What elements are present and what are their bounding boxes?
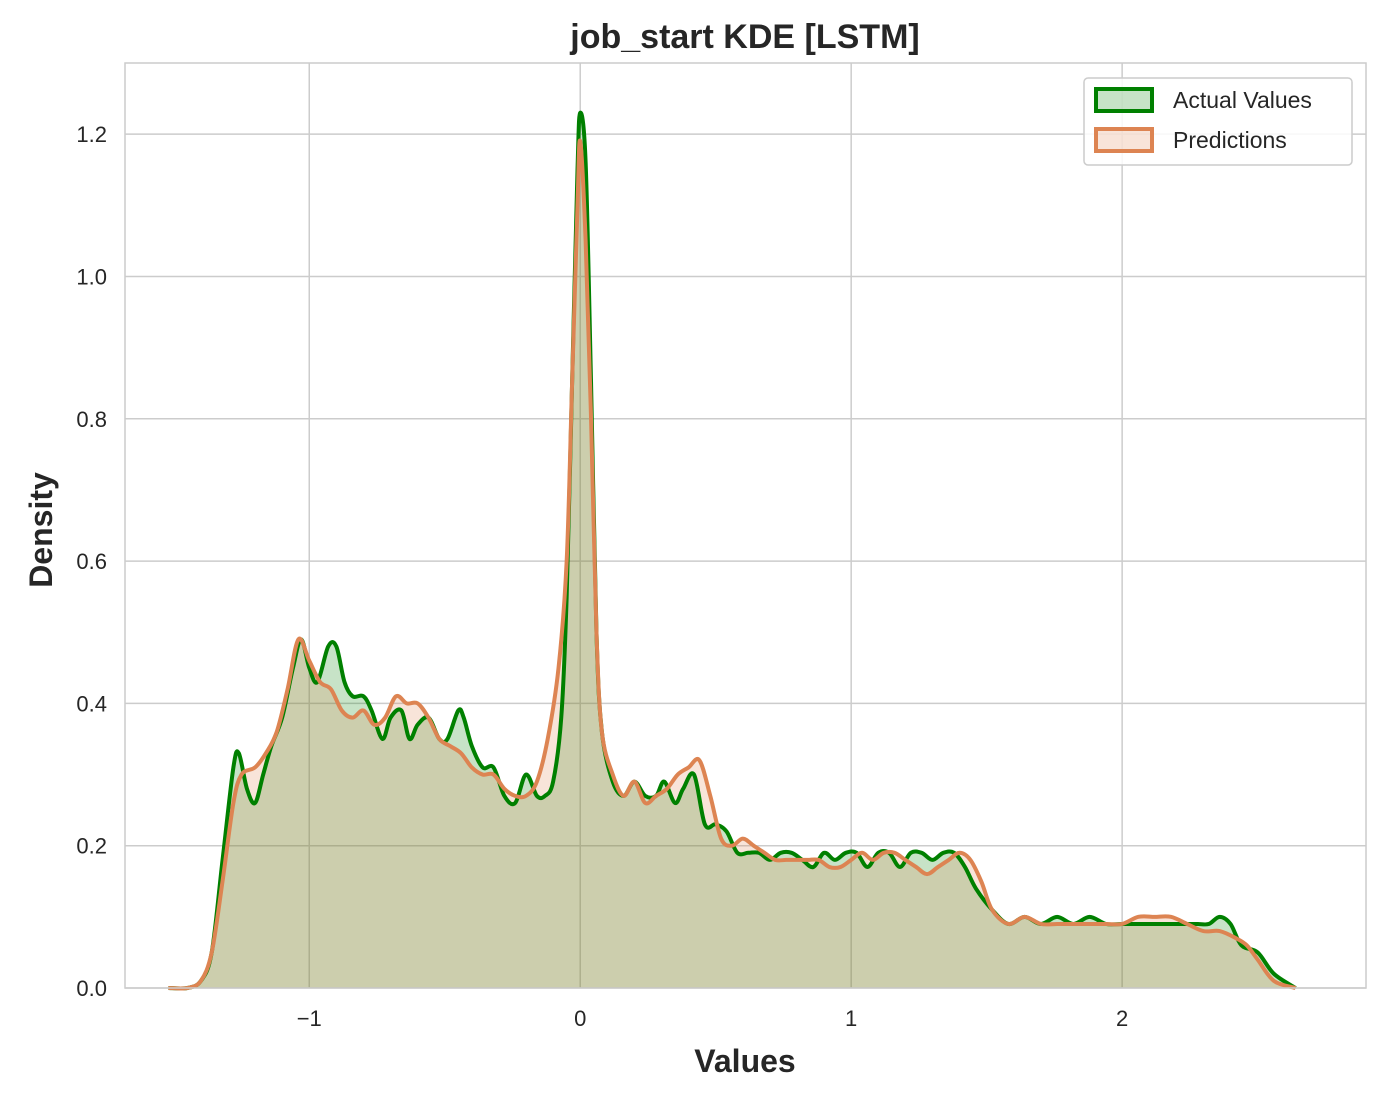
y-tick-label: 0.8 [76,407,107,432]
series-areas [168,112,1296,989]
legend-swatch-predictions [1094,127,1154,153]
y-tick-label: 0.2 [76,834,107,859]
y-tick-label: 1.2 [76,122,107,147]
x-tick-labels: −1 0 1 2 [297,1006,1129,1031]
legend: Actual Values Predictions [1083,77,1353,166]
y-tick-labels: 0.0 0.2 0.4 0.6 0.8 1.0 1.2 [76,122,107,1001]
legend-label-predictions: Predictions [1173,127,1287,153]
axes-frame [124,62,1367,989]
chart-title: job_start KDE [LSTM] [569,18,919,56]
series-lines [168,110,1297,991]
legend-label-actual: Actual Values [1173,87,1312,113]
area-actual-values [168,112,1296,989]
line-predictions [168,138,1297,991]
legend-swatch-actual [1094,87,1154,113]
x-tick-label: 2 [1116,1006,1128,1031]
x-tick-label: −1 [297,1006,322,1031]
y-tick-label: 0.0 [76,976,107,1001]
y-axis-label: Density [23,472,59,588]
x-tick-label: 0 [574,1006,586,1031]
y-tick-label: 0.4 [76,691,107,716]
x-axis-label: Values [694,1043,795,1079]
area-predictions [168,140,1296,989]
y-tick-label: 1.0 [76,264,107,289]
x-tick-label: 1 [845,1006,857,1031]
y-tick-label: 0.6 [76,549,107,574]
